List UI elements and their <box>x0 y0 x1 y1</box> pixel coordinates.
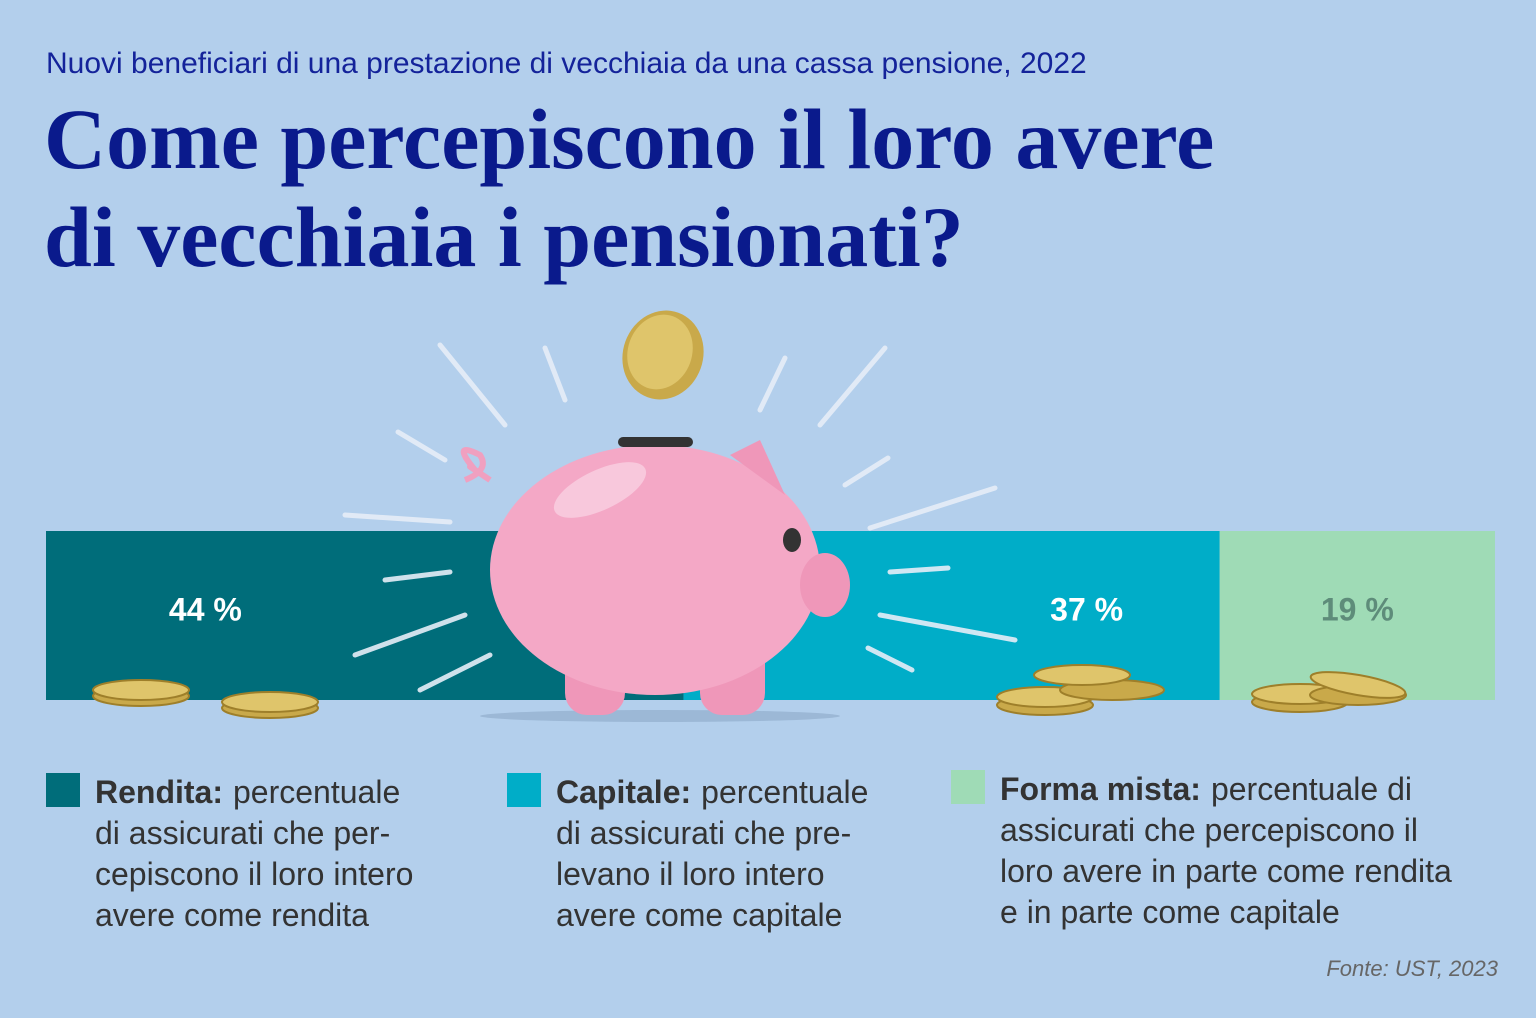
legend-description: cepiscono il loro intero <box>95 856 413 892</box>
source: Fonte: UST, 2023 <box>1326 956 1498 981</box>
legend-description: loro avere in parte come rendita <box>1000 853 1452 889</box>
legend-text: Rendita: percentuale <box>95 774 400 810</box>
legend-description: avere come capitale <box>556 897 842 933</box>
bar-segment <box>1219 531 1495 700</box>
title-line: Come percepiscono il loro avere <box>44 91 1214 187</box>
legend-description: avere come rendita <box>95 897 369 933</box>
legend-swatch <box>507 773 541 807</box>
legend-description: percentuale <box>701 774 868 810</box>
legend-description: e in parte come capitale <box>1000 894 1340 930</box>
legend-text: Forma mista: percentuale di <box>1000 771 1412 807</box>
legend-text: Capitale: percentuale <box>556 774 868 810</box>
legend: Rendita: percentuale di assicurati che per… <box>46 770 1452 933</box>
legend-swatch <box>951 770 985 804</box>
legend-name: Forma mista: <box>1000 771 1201 807</box>
legend-description: di assicurati che per- <box>95 815 390 851</box>
legend-description: levano il loro intero <box>556 856 825 892</box>
subtitle: Nuovi beneficiari di una prestazione di … <box>46 47 1087 80</box>
legend-description: percentuale di <box>1211 771 1412 807</box>
piggy-illustration <box>92 310 1407 722</box>
legend-description: percentuale <box>233 774 400 810</box>
value-label: 37 % <box>1050 591 1123 627</box>
title-line: di vecchiaia i pensionati? <box>44 189 964 285</box>
legend-swatch <box>46 773 80 807</box>
value-label: 44 % <box>169 591 242 627</box>
legend-description: assicurati che percepiscono il <box>1000 812 1418 848</box>
legend-name: Capitale: <box>556 774 691 810</box>
legend-description: di assicurati che pre- <box>556 815 851 851</box>
legend-name: Rendita: <box>95 774 223 810</box>
value-label: 19 % <box>1321 591 1394 627</box>
